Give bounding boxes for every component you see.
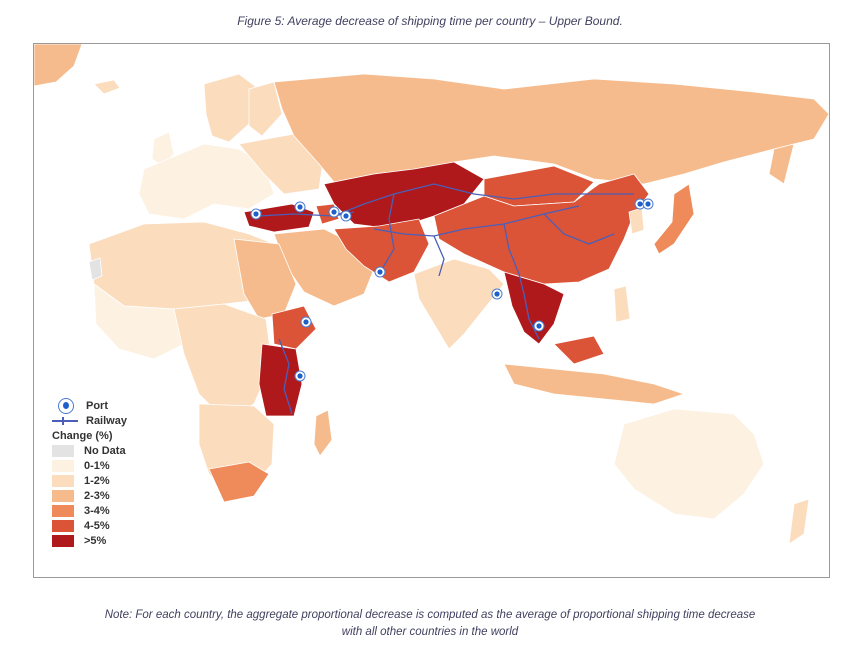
port-marker <box>294 370 306 382</box>
legend-class-label: 0-1% <box>84 459 110 472</box>
legend-class: >5% <box>52 533 172 548</box>
region-korea <box>628 207 645 235</box>
figure-title: Figure 5: Average decrease of shipping t… <box>237 14 623 28</box>
port-marker <box>533 320 545 332</box>
region-west-africa <box>93 283 185 360</box>
map-legend: Port Railway Change (%) No Data 0-1% 1-2… <box>52 397 172 548</box>
region-philippines <box>613 285 631 323</box>
legend-class: 2-3% <box>52 488 172 503</box>
legend-class: 0-1% <box>52 458 172 473</box>
region-greenland <box>34 44 83 87</box>
legend-port-label: Port <box>86 399 108 412</box>
region-madagascar <box>313 409 333 457</box>
port-marker <box>374 266 386 278</box>
legend-class: No Data <box>52 443 172 458</box>
legend-swatch <box>52 444 74 457</box>
legend-class-label: No Data <box>84 444 126 457</box>
region-japan <box>653 183 695 255</box>
map-svg <box>34 44 829 545</box>
region-iran-afpak <box>333 218 430 283</box>
map-frame <box>33 43 830 578</box>
region-south-africa <box>208 461 270 503</box>
legend-swatch <box>52 519 74 532</box>
port-icon <box>58 397 74 414</box>
legend-class-label: 3-4% <box>84 504 110 517</box>
figure-note-line-2: with all other countries in the world <box>341 626 519 638</box>
region-iceland <box>93 79 121 95</box>
port-marker <box>300 316 312 328</box>
region-indonesia <box>503 363 685 405</box>
legend-change-title-text: Change (%) <box>52 429 113 442</box>
region-ethiopia <box>271 305 317 350</box>
port-marker <box>250 208 262 220</box>
legend-class: 4-5% <box>52 518 172 533</box>
legend-swatch <box>52 459 74 472</box>
ports <box>250 198 654 382</box>
legend-swatch <box>52 504 74 517</box>
region-scandinavia <box>203 73 260 143</box>
railway-icon <box>52 416 78 425</box>
legend-change-title: Change (%) <box>52 428 172 443</box>
legend-class-label: 1-2% <box>84 474 110 487</box>
legend-class: 1-2% <box>52 473 172 488</box>
legend-class-label: 2-3% <box>84 489 110 502</box>
legend-swatch <box>52 489 74 502</box>
port-marker <box>340 210 352 222</box>
port-marker <box>642 198 654 210</box>
region-new-zealand <box>788 498 810 545</box>
region-no-data <box>88 257 103 281</box>
region-india <box>413 258 505 350</box>
port-marker <box>491 288 503 300</box>
figure-note-line-1: Note: For each country, the aggregate pr… <box>104 609 756 621</box>
railway-network <box>258 183 634 415</box>
port-marker <box>294 201 306 213</box>
region-kenya-tanzania <box>258 343 303 417</box>
region-far-east <box>768 143 795 185</box>
region-australia <box>613 408 765 520</box>
figure-note: Note: For each country, the aggregate pr… <box>0 607 860 641</box>
region-malaysia <box>553 335 605 365</box>
region-finland <box>248 81 283 137</box>
region-western-europe <box>138 143 275 220</box>
port-marker <box>328 206 340 218</box>
region-china <box>433 173 650 285</box>
legend-class-label: 4-5% <box>84 519 110 532</box>
region-se-asia <box>503 271 565 345</box>
legend-port: Port <box>52 397 172 414</box>
legend-swatch <box>52 474 74 487</box>
legend-railway: Railway <box>52 413 172 428</box>
legend-swatch <box>52 534 74 547</box>
legend-class: 3-4% <box>52 503 172 518</box>
legend-class-label: >5% <box>84 534 107 547</box>
legend-railway-label: Railway <box>86 414 127 427</box>
region-central-africa <box>173 303 273 420</box>
